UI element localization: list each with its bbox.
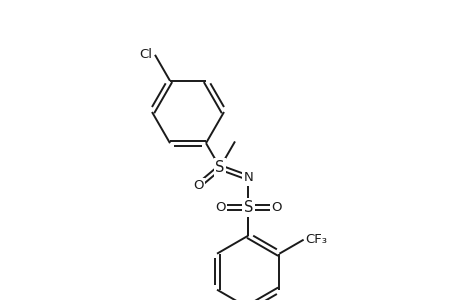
Text: N: N: [243, 171, 252, 184]
Text: S: S: [243, 200, 252, 215]
Text: O: O: [270, 201, 281, 214]
Text: O: O: [214, 201, 225, 214]
Text: S: S: [215, 160, 224, 175]
Text: CF₃: CF₃: [305, 233, 327, 246]
Text: O: O: [193, 179, 203, 192]
Text: Cl: Cl: [139, 48, 151, 61]
